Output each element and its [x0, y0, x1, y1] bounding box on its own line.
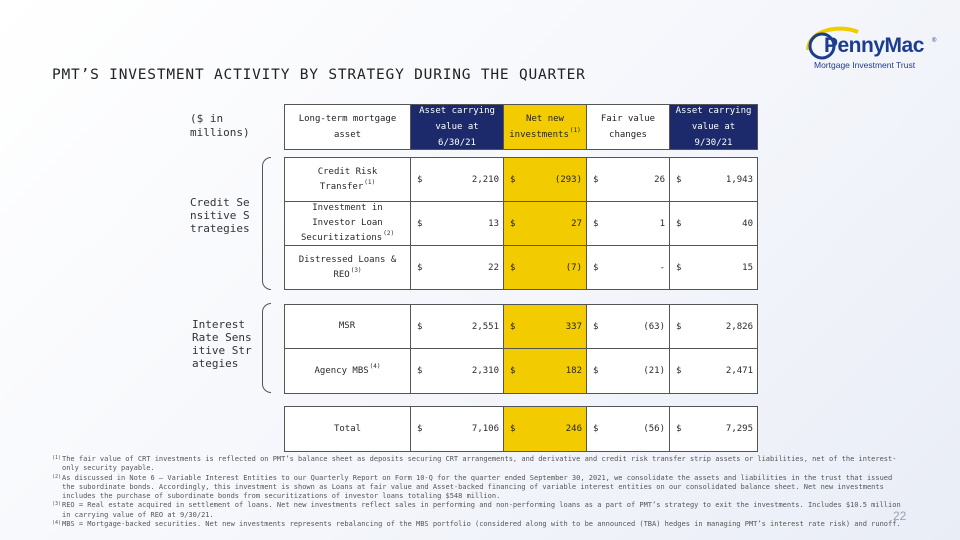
credit-table: Credit Risk Transfer(1) $2,210 $ (293) $2… [284, 157, 758, 290]
footnote: (2) As discussed in Note 6 – Variable Int… [52, 473, 893, 501]
cell: $ (56) [587, 407, 670, 451]
cell: $2,471 [676, 366, 753, 376]
cell: $7,295 [676, 424, 753, 434]
header-table: Long-term mortgage asset Asset carrying … [284, 104, 758, 150]
cell: $2,551 [411, 305, 504, 349]
pennymac-logo: PennyMac ® Mortgage Investment Trust [800, 22, 940, 74]
header-col-fair-value: Fair value changes [587, 105, 670, 149]
cell: $13 [411, 202, 504, 246]
logo-registered: ® [932, 38, 937, 44]
row-label-crt: Credit Risk Transfer(1) [285, 158, 411, 202]
cell: $40 [670, 202, 757, 246]
footnote: (1) The fair value of CRT investments is … [52, 455, 897, 473]
cell: $182 [504, 349, 587, 393]
cell: $ (7) [504, 246, 587, 289]
interest-table: MSR $2,551 $337 $ (63) $2,826 Agency MBS(… [284, 304, 758, 394]
cell: $15 [676, 262, 753, 273]
cell: $1,943 [670, 158, 757, 202]
header-col-asset: Long-term mortgage asset [285, 105, 411, 149]
cell: $2,310 [411, 349, 504, 393]
header-col-end-value: Asset carrying value at 9/30/21 [670, 105, 757, 149]
cell: $22 [411, 246, 504, 289]
logo-tagline: Mortgage Investment Trust [814, 60, 916, 70]
group-bracket-interest [262, 303, 271, 393]
units-label: ($ in millions) [190, 112, 250, 139]
cell: $ (21) [587, 349, 670, 393]
cell: $1 [587, 202, 670, 246]
row-label-investor-loan: Investment in Investor Loan Securitizati… [285, 202, 411, 246]
group-label-interest: Interest Rate Sensitive Strategies [192, 318, 252, 370]
cell: $2,826 [670, 305, 757, 349]
row-label-distressed: Distressed Loans & REO(3) [285, 246, 411, 289]
group-bracket-credit [262, 157, 271, 290]
cell: $26 [587, 158, 670, 202]
cell: $337 [504, 305, 587, 349]
footnotes: (1) The fair value of CRT investments is … [52, 455, 902, 529]
row-label-msr: MSR [285, 305, 411, 349]
cell: $246 [504, 407, 587, 451]
footnote: (4) MBS = Mortgage-backed securities. Net… [52, 520, 901, 529]
cell: $7,106 [411, 407, 504, 451]
cell: $ (293) [504, 158, 587, 202]
header-col-net-new: Net new investments(1) [504, 105, 587, 149]
group-label-credit: Credit Sensitive Strategies [190, 196, 250, 235]
header-col-start-value: Asset carrying value at 6/30/21 [411, 105, 504, 149]
footnote: (3) REO = Real estate acquired in settlem… [52, 501, 901, 519]
cell: $2,210 [411, 158, 504, 202]
row-label-total: Total [285, 407, 411, 451]
logo-name: PennyMac [824, 34, 924, 57]
row-label-agency-mbs: Agency MBS(4) [285, 349, 411, 393]
cell: $ (63) [587, 305, 670, 349]
logo-arc-icon [806, 26, 859, 60]
total-table: Total $7,106 $246 $ (56) $7,295 [284, 406, 758, 452]
cell: $27 [504, 202, 587, 246]
page-number: 22 [893, 509, 907, 523]
page-title: PMT’S INVESTMENT ACTIVITY BY STRATEGY DU… [52, 67, 586, 83]
cell: $ - [587, 246, 670, 289]
